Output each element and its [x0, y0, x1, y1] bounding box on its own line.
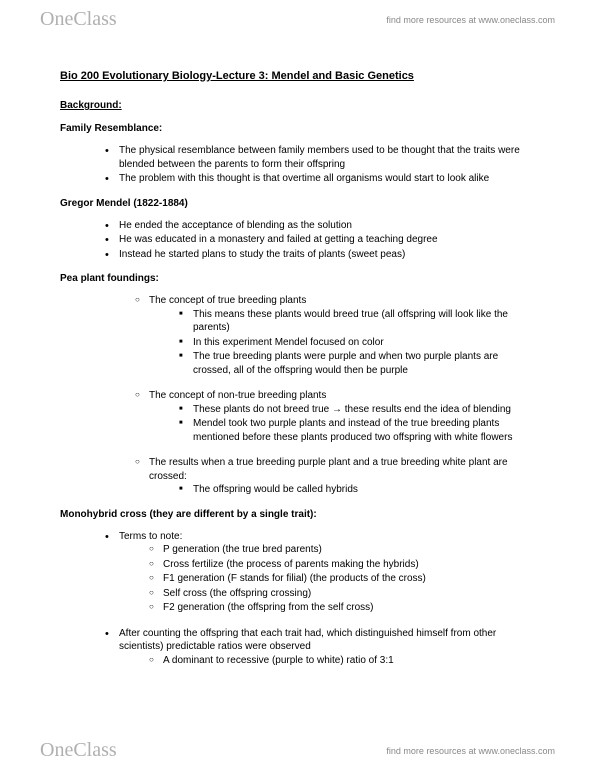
list-item: Self cross (the offspring crossing): [149, 587, 535, 601]
list-item: The concept of non-true breeding plants …: [135, 389, 535, 444]
list-item: Cross fertilize (the process of parents …: [149, 558, 535, 572]
list-item: The offspring would be called hybrids: [179, 483, 535, 497]
mendel-list: He ended the acceptance of blending as t…: [60, 219, 535, 262]
list-item: He was educated in a monastery and faile…: [105, 233, 535, 247]
list-item: In this experiment Mendel focused on col…: [179, 336, 535, 350]
mendel-heading: Gregor Mendel (1822-1884): [60, 198, 535, 209]
list-item: Terms to note: P generation (the true br…: [105, 530, 535, 615]
terms-sub-list: P generation (the true bred parents) Cro…: [119, 543, 535, 615]
brand-logo: OneClass: [40, 8, 117, 31]
sub-list: The offspring would be called hybrids: [149, 483, 535, 497]
header-tagline: find more resources at www.oneclass.com: [386, 15, 555, 25]
brand-logo-footer: OneClass: [40, 739, 117, 762]
list-item-label: After counting the offspring that each t…: [119, 628, 496, 653]
document-body: Bio 200 Evolutionary Biology-Lecture 3: …: [0, 0, 595, 729]
list-item: Mendel took two purple plants and instea…: [179, 417, 535, 444]
pea-heading: Pea plant foundings:: [60, 273, 535, 284]
list-item: The results when a true breeding purple …: [135, 456, 535, 497]
pea-list: The concept of true breeding plants This…: [60, 294, 535, 497]
list-item-label: Terms to note:: [119, 531, 182, 542]
list-item: He ended the acceptance of blending as t…: [105, 219, 535, 233]
background-heading: Background:: [60, 100, 535, 111]
after-sub-list: A dominant to recessive (purple to white…: [119, 654, 535, 668]
list-item: Instead he started plans to study the tr…: [105, 248, 535, 262]
mono-after-list: After counting the offspring that each t…: [60, 627, 535, 668]
page-footer: OneClass find more resources at www.onec…: [0, 731, 595, 770]
list-item: These plants do not breed true → these r…: [179, 403, 535, 417]
list-item-label: The results when a true breeding purple …: [149, 457, 508, 482]
list-item: The concept of true breeding plants This…: [135, 294, 535, 377]
page-header: OneClass find more resources at www.onec…: [0, 0, 595, 39]
list-item: After counting the offspring that each t…: [105, 627, 535, 668]
list-item: The physical resemblance between family …: [105, 144, 535, 171]
sub-list: This means these plants would breed true…: [149, 308, 535, 378]
footer-tagline: find more resources at www.oneclass.com: [386, 746, 555, 756]
list-item: The true breeding plants were purple and…: [179, 350, 535, 377]
list-item-label: The concept of true breeding plants: [149, 295, 306, 306]
family-list: The physical resemblance between family …: [60, 144, 535, 186]
list-item: F1 generation (F stands for filial) (the…: [149, 572, 535, 586]
list-item: The problem with this thought is that ov…: [105, 172, 535, 186]
mono-heading: Monohybrid cross (they are different by …: [60, 509, 535, 520]
logo-text: OneClass: [40, 739, 117, 761]
logo-text: OneClass: [40, 8, 117, 30]
list-item: A dominant to recessive (purple to white…: [149, 654, 535, 668]
sub-list: These plants do not breed true → these r…: [149, 403, 535, 445]
list-item-label: The concept of non-true breeding plants: [149, 390, 326, 401]
family-heading: Family Resemblance:: [60, 123, 535, 134]
document-title: Bio 200 Evolutionary Biology-Lecture 3: …: [60, 70, 535, 82]
list-item: P generation (the true bred parents): [149, 543, 535, 557]
mono-terms-list: Terms to note: P generation (the true br…: [60, 530, 535, 615]
list-item: This means these plants would breed true…: [179, 308, 535, 335]
list-item: F2 generation (the offspring from the se…: [149, 601, 535, 615]
